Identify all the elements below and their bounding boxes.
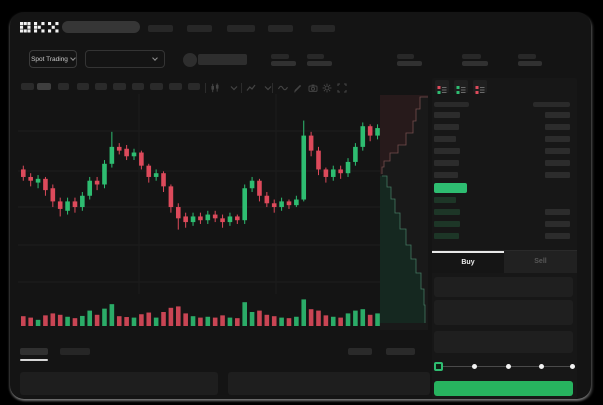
ticker-value-placeholder: [397, 61, 422, 66]
timeframe-pill[interactable]: [188, 83, 200, 90]
book-both-icon[interactable]: [435, 80, 449, 94]
market-type-label: Spot Trading: [31, 55, 68, 63]
ask-row-amount[interactable]: [545, 124, 570, 130]
search-input[interactable]: [62, 21, 140, 33]
orders-panel-placeholder: [20, 372, 218, 395]
pencil-icon[interactable]: [293, 83, 303, 93]
ticker-value-placeholder: [462, 61, 488, 66]
timeframe-pill[interactable]: [95, 83, 107, 90]
buy-sell-tab-bar: Buy Sell: [432, 250, 577, 273]
slider-stop[interactable]: [539, 364, 544, 369]
orders-panel-placeholder: [228, 372, 430, 395]
toolbar-divider: [241, 83, 242, 93]
amount-slider-handle[interactable]: [434, 362, 443, 371]
bid-row-price[interactable]: [434, 233, 459, 239]
nav-item-placeholder[interactable]: [311, 25, 335, 32]
candles-style-icon[interactable]: [210, 83, 220, 93]
tab-buy[interactable]: Buy: [432, 251, 504, 273]
ask-row-price[interactable]: [434, 124, 459, 130]
slider-stop[interactable]: [506, 364, 511, 369]
bid-row-price[interactable]: [434, 209, 460, 215]
ask-row-price[interactable]: [434, 112, 460, 118]
order-form-field[interactable]: [434, 277, 573, 297]
chevron-down-icon[interactable]: [263, 83, 273, 93]
timeframe-pill[interactable]: [77, 83, 89, 90]
app-window: Spot Trading: [10, 12, 591, 399]
nav-item-placeholder[interactable]: [227, 25, 255, 32]
bid-row-price[interactable]: [434, 197, 456, 203]
ticker-label-placeholder: [518, 54, 536, 59]
ask-row-price[interactable]: [434, 160, 459, 166]
market-type-selector[interactable]: Spot Trading: [29, 50, 77, 68]
pair-coin-icon: [183, 53, 197, 67]
okx-logo: [20, 22, 59, 33]
chevron-down-icon: [70, 55, 76, 61]
chevron-down-icon[interactable]: [229, 83, 239, 93]
timeframe-pill[interactable]: [169, 83, 182, 90]
timeframe-pill[interactable]: [21, 83, 34, 90]
book-column-header-placeholder: [434, 102, 469, 107]
slider-stop[interactable]: [570, 364, 575, 369]
timeframe-pill[interactable]: [58, 83, 69, 90]
book-column-header-placeholder: [533, 102, 570, 107]
ticker-value-placeholder: [518, 61, 542, 66]
indicator-icon[interactable]: [246, 83, 256, 93]
ticker-value-placeholder: [271, 61, 296, 66]
book-bids-icon[interactable]: [454, 80, 468, 94]
volume-pane: [21, 299, 380, 326]
order-book-panel: Buy Sell: [432, 78, 577, 399]
gear-icon[interactable]: [322, 83, 332, 93]
ask-row-amount[interactable]: [545, 160, 570, 166]
timeframe-pill[interactable]: [150, 83, 163, 90]
slider-stop[interactable]: [472, 364, 477, 369]
ticker-label-placeholder: [462, 54, 481, 59]
chevron-down-icon: [152, 55, 158, 61]
nav-item-placeholder[interactable]: [268, 25, 293, 32]
bottom-tab[interactable]: [20, 348, 48, 355]
timeframe-pill[interactable]: [113, 83, 126, 90]
book-asks-icon[interactable]: [473, 80, 487, 94]
ask-row-price[interactable]: [434, 148, 460, 154]
wave-icon[interactable]: [278, 83, 288, 93]
expand-icon[interactable]: [337, 83, 347, 93]
ticker-label-placeholder: [307, 54, 324, 59]
ask-row-amount[interactable]: [545, 136, 570, 142]
bid-row-amount[interactable]: [545, 209, 570, 215]
ticker-label-placeholder: [271, 54, 289, 59]
pair-name-placeholder: [198, 54, 247, 65]
timeframe-pill[interactable]: [132, 83, 144, 90]
bid-row-amount[interactable]: [545, 221, 570, 227]
ask-row-amount[interactable]: [545, 112, 570, 118]
bottom-tab[interactable]: [60, 348, 90, 355]
last-price-badge[interactable]: [434, 183, 467, 193]
buy-submit-button[interactable]: [434, 381, 573, 396]
active-tab-underline: [20, 359, 48, 361]
order-form-field[interactable]: [434, 331, 573, 353]
tab-sell[interactable]: Sell: [504, 251, 577, 273]
toolbar-divider: [205, 83, 206, 93]
depth-overlay: [380, 95, 428, 330]
nav-item-placeholder[interactable]: [148, 25, 173, 32]
ask-row-price[interactable]: [434, 172, 458, 178]
timeframe-pill[interactable]: [37, 83, 51, 90]
camera-icon[interactable]: [308, 83, 318, 93]
order-form-field[interactable]: [434, 300, 573, 325]
ticker-label-placeholder: [397, 54, 414, 59]
amount-slider-track[interactable]: [438, 366, 573, 367]
candlestick-chart[interactable]: [18, 94, 380, 294]
toolbar-divider: [272, 83, 273, 93]
nav-item-placeholder[interactable]: [187, 25, 212, 32]
bid-row-price[interactable]: [434, 221, 460, 227]
bottom-action-pill[interactable]: [386, 348, 415, 355]
ask-row-price[interactable]: [434, 136, 456, 142]
ticker-value-placeholder: [307, 61, 332, 66]
ask-row-amount[interactable]: [545, 172, 570, 178]
ask-row-amount[interactable]: [545, 148, 570, 154]
bottom-action-pill[interactable]: [348, 348, 372, 355]
pair-selector-dropdown[interactable]: [85, 50, 165, 68]
bid-row-amount[interactable]: [545, 233, 570, 239]
